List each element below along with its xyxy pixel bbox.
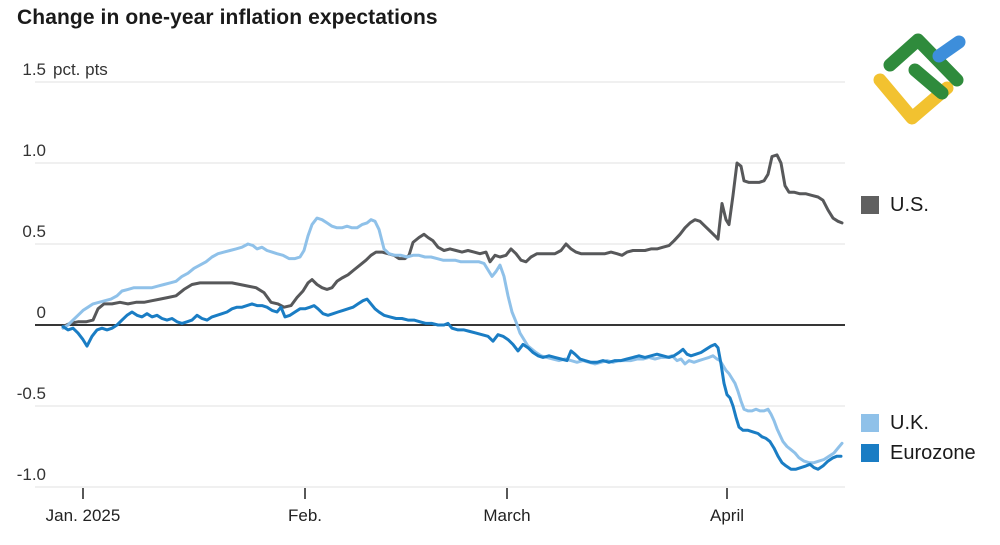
y-axis-label: -0.5 — [17, 384, 46, 403]
y-axis-unit-label: pct. pts — [53, 60, 108, 79]
y-axis-label: 1.5 — [22, 60, 46, 79]
y-axis-label: -1.0 — [17, 465, 46, 484]
y-axis-label: 1.0 — [22, 141, 46, 160]
logo-green-inner-stroke — [908, 63, 949, 100]
legend-label-eurozone: Eurozone — [890, 441, 976, 464]
logo-green-stroke — [883, 33, 964, 87]
y-axis-label: 0 — [37, 303, 46, 322]
series-line-uk — [61, 216, 844, 465]
legend-swatch-us — [861, 196, 879, 214]
x-axis-label: April — [710, 506, 744, 525]
series-line-us — [61, 153, 844, 329]
legend-label-uk: U.K. — [890, 411, 929, 434]
legend-item-uk: U.K. — [861, 411, 929, 435]
legend-swatch-eurozone — [861, 444, 879, 462]
legend-item-us: U.S. — [861, 193, 929, 217]
x-axis-label: Jan. 2025 — [46, 506, 121, 525]
series-line-eurozone — [61, 297, 843, 471]
y-axis-label: 0.5 — [22, 222, 46, 241]
legend-swatch-uk — [861, 414, 879, 432]
logo-blue-stroke — [932, 35, 966, 63]
legend-item-eurozone: Eurozone — [861, 441, 976, 465]
legend-label-us: U.S. — [890, 193, 929, 216]
logo-yellow-stroke — [873, 73, 954, 125]
litefinance-logo — [873, 33, 966, 125]
x-axis-label: March — [483, 506, 530, 525]
chart-title: Change in one-year inflation expectation… — [17, 6, 438, 29]
x-axis-label: Feb. — [288, 506, 322, 525]
